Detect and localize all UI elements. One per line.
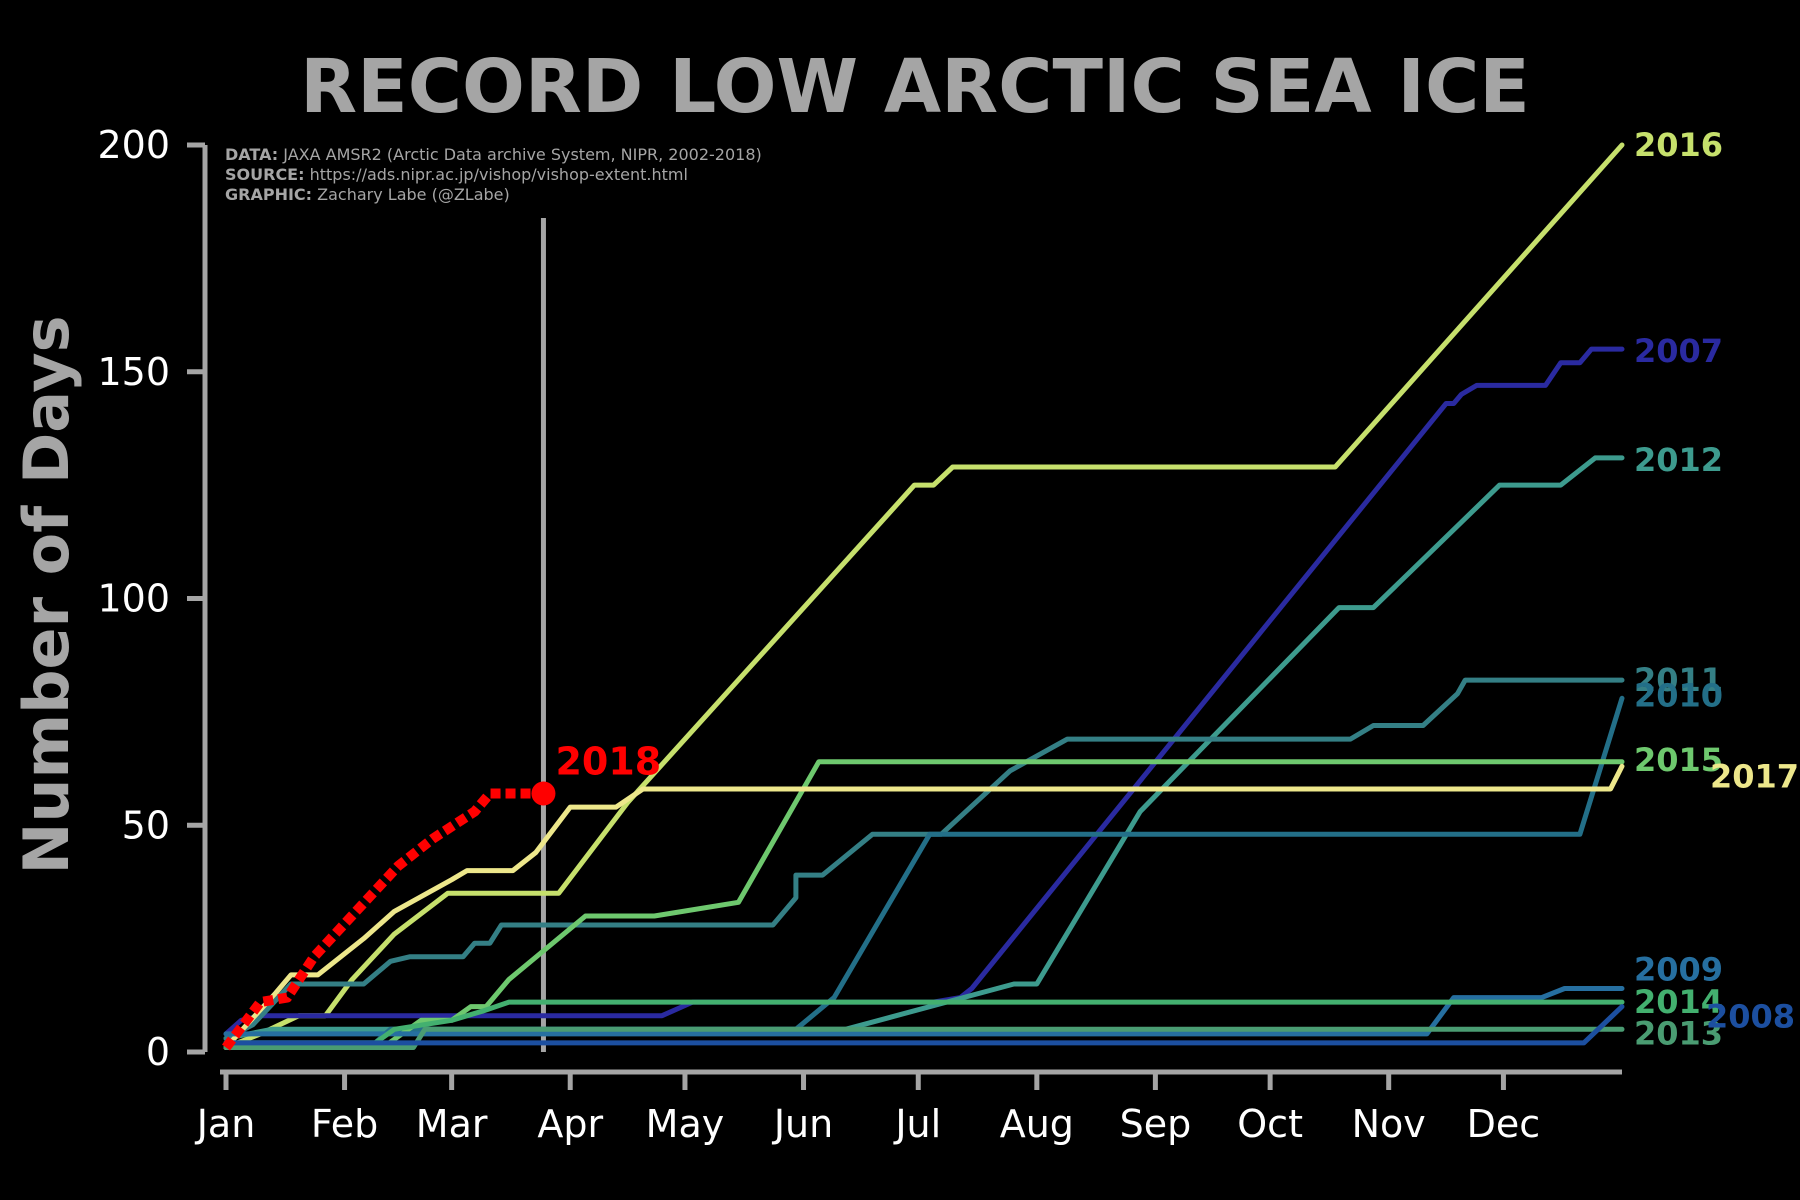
series-line-2010 (223, 695, 1625, 1046)
x-tick-label: Apr (537, 1102, 603, 1146)
series-label-2014: 2014 (1634, 983, 1723, 1021)
x-tick-label: Jun (772, 1102, 833, 1146)
source-line-key: SOURCE: (225, 165, 305, 184)
series-label-2007: 2007 (1634, 332, 1723, 370)
series-label-2015: 2015 (1634, 741, 1723, 779)
series-line-2017 (223, 763, 1625, 1050)
series-label-2008: 2008 (1706, 998, 1795, 1036)
x-tick-label: Mar (416, 1102, 488, 1146)
x-ticks: Jan Feb Mar Apr May Jun Jul Aug Sep Oct Nov Dec (195, 1072, 1540, 1146)
x-tick-label: Jan (195, 1102, 256, 1146)
series-label-2012: 2012 (1634, 441, 1723, 479)
series-label-2011: 2011 (1634, 661, 1723, 699)
series-line-2018 (222, 788, 544, 1051)
series-line-2007 (223, 346, 1625, 1037)
x-tick-label: Dec (1467, 1102, 1541, 1146)
x-tick-label: Aug (1000, 1102, 1074, 1146)
series-label-2018: 2018 (555, 740, 661, 784)
x-tick-label: Oct (1237, 1102, 1303, 1146)
x-tick-label: Nov (1352, 1102, 1426, 1146)
series-line-2012 (223, 455, 1625, 1041)
axes (202, 145, 1622, 1075)
source-line-text: Zachary Labe (@ZLabe) (312, 185, 510, 204)
y-tick-label: 50 (122, 803, 170, 847)
y-tick-label: 150 (97, 350, 170, 394)
y-ticks: 0 50 100 150 200 (97, 123, 205, 1074)
source-line-key: GRAPHIC: (225, 185, 312, 204)
source-line-text: JAXA AMSR2 (Arctic Data archive System, … (278, 145, 762, 164)
series-lines (222, 142, 1625, 1051)
x-tick-label: Jul (893, 1102, 941, 1146)
x-tick-label: May (646, 1102, 725, 1146)
series-label-2010: 2010 (1634, 676, 1723, 714)
source-line-key: DATA: (225, 145, 278, 164)
x-tick-label: Feb (311, 1102, 378, 1146)
source-block: DATA: JAXA AMSR2 (Arctic Data archive Sy… (225, 145, 762, 204)
source-line-text: https://ads.nipr.ac.jp/vishop/vishop-ext… (305, 165, 688, 184)
source-line: DATA: JAXA AMSR2 (Arctic Data archive Sy… (225, 145, 762, 164)
chart-title: RECORD LOW ARCTIC SEA ICE (300, 44, 1530, 130)
y-tick-label: 0 (146, 1030, 170, 1074)
series-label-2013: 2013 (1634, 1014, 1723, 1052)
series-label-2009: 2009 (1634, 951, 1723, 989)
series-label-2017: 2017 (1710, 757, 1799, 795)
series-line-2016 (223, 142, 1625, 1050)
series-line-2008 (223, 1004, 1625, 1046)
y-axis-label: Number of Days (10, 315, 83, 874)
y-tick-label: 100 (97, 577, 170, 621)
source-line: GRAPHIC: Zachary Labe (@ZLabe) (225, 185, 510, 204)
series-endpoint-2018 (531, 781, 556, 806)
x-tick-label: Sep (1120, 1102, 1192, 1146)
series-label-2016: 2016 (1634, 126, 1723, 164)
y-tick-label: 200 (97, 123, 170, 167)
series-line-2013 (223, 1026, 1625, 1050)
series-line-2009 (223, 986, 1625, 1037)
source-line: SOURCE: https://ads.nipr.ac.jp/vishop/vi… (225, 165, 688, 184)
series-line-2011 (223, 677, 1625, 1041)
